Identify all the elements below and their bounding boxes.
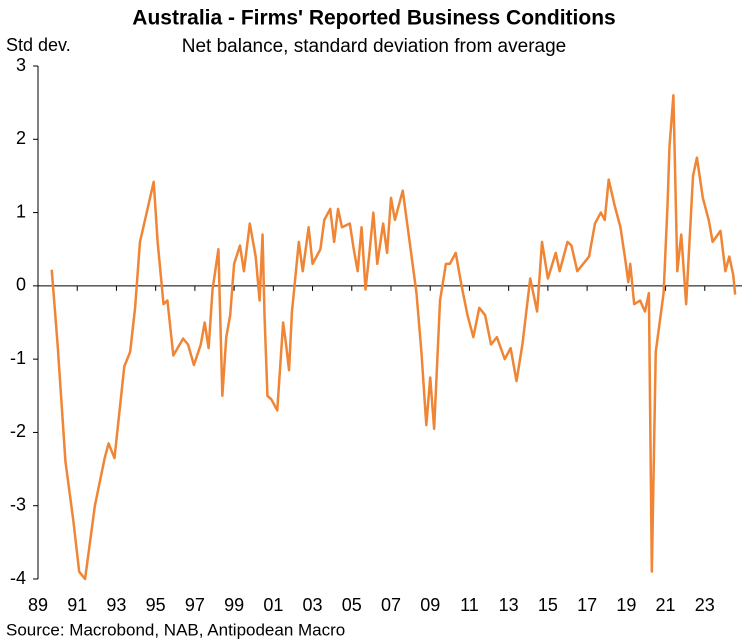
chart-subtitle: Net balance, standard deviation from ave… bbox=[182, 36, 566, 57]
y-axis-label: Std dev. bbox=[6, 35, 71, 55]
x-tick-label: 07 bbox=[381, 595, 401, 615]
x-tick-label: 91 bbox=[67, 595, 87, 615]
x-tick-label: 89 bbox=[28, 595, 48, 615]
x-tick-label: 09 bbox=[420, 595, 440, 615]
source-note: Source: Macrobond, NAB, Antipodean Macro bbox=[6, 620, 345, 639]
x-tick-label: 93 bbox=[106, 595, 126, 615]
data-line bbox=[50, 94, 737, 581]
y-tick-label: 3 bbox=[16, 55, 26, 75]
y-tick-label: 0 bbox=[16, 275, 26, 295]
x-tick-label: 03 bbox=[303, 595, 323, 615]
x-tick-label: 17 bbox=[577, 595, 597, 615]
x-tick-label: 05 bbox=[342, 595, 362, 615]
y-tick-label: -4 bbox=[10, 568, 26, 588]
y-tick-label: -3 bbox=[10, 494, 26, 514]
x-tick-label: 99 bbox=[224, 595, 244, 615]
x-tick-label: 19 bbox=[616, 595, 636, 615]
y-tick-label: -1 bbox=[10, 348, 26, 368]
x-tick-label: 23 bbox=[695, 595, 715, 615]
x-tick-label: 95 bbox=[146, 595, 166, 615]
x-tick-label: 15 bbox=[538, 595, 558, 615]
x-tick-label: 13 bbox=[499, 595, 519, 615]
y-tick-label: 2 bbox=[16, 128, 26, 148]
y-tick-label: -2 bbox=[10, 421, 26, 441]
x-tick-label: 97 bbox=[185, 595, 205, 615]
y-tick-label: 1 bbox=[16, 201, 26, 221]
x-tick-label: 11 bbox=[460, 595, 479, 615]
chart-title: Australia - Firms' Reported Business Con… bbox=[132, 7, 615, 30]
x-tick-label: 21 bbox=[656, 595, 676, 615]
x-tick-label: 01 bbox=[263, 595, 283, 615]
